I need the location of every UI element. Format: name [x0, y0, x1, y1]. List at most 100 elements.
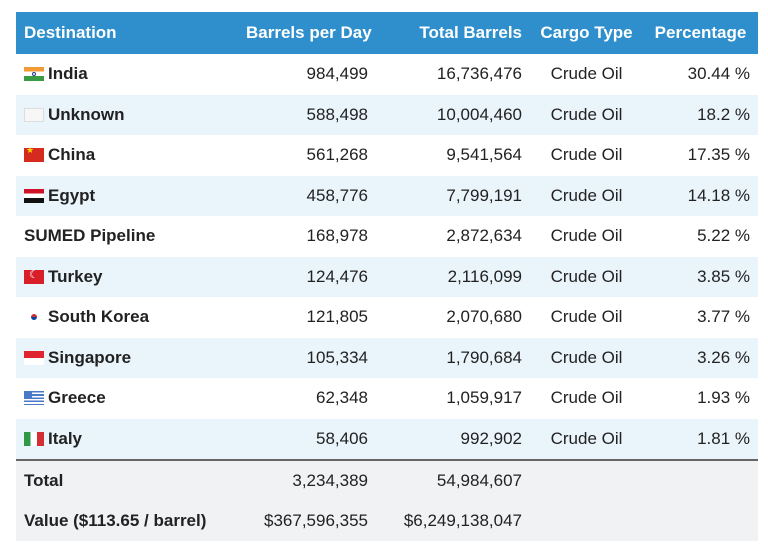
oil-destination-table: Destination Barrels per Day Total Barrel…	[16, 12, 758, 541]
oil-destination-table-container: Destination Barrels per Day Total Barrel…	[16, 12, 758, 541]
total-barrels-cell: 10,004,460	[376, 94, 530, 135]
percentage-cell: 30.44 %	[643, 54, 758, 95]
value-per-day: $367,596,355	[238, 501, 376, 541]
table-header: Destination Barrels per Day Total Barrel…	[16, 12, 758, 54]
turkey-flag-icon	[24, 269, 44, 284]
value-cargo-empty	[530, 501, 643, 541]
total-total-barrels: 54,984,607	[376, 459, 530, 501]
table-row: China 561,268 9,541,564 Crude Oil 17.35 …	[16, 135, 758, 176]
destination-cell: Egypt	[16, 175, 238, 216]
value-row: Value ($113.65 / barrel) $367,596,355 $6…	[16, 501, 758, 541]
destination-cell: Italy	[16, 418, 238, 460]
greece-flag-icon	[24, 391, 44, 406]
destination-cell: SUMED Pipeline	[16, 216, 238, 257]
south-korea-flag-icon	[24, 310, 44, 325]
table-footer: Total 3,234,389 54,984,607 Value ($113.6…	[16, 459, 758, 541]
destination-name: India	[48, 64, 88, 84]
unknown-flag-icon	[24, 107, 44, 122]
value-label: Value ($113.65 / barrel)	[16, 501, 238, 541]
percentage-cell: 14.18 %	[643, 175, 758, 216]
total-barrels-cell: 2,070,680	[376, 297, 530, 338]
total-barrels-cell: 992,902	[376, 418, 530, 460]
destination-cell: Greece	[16, 378, 238, 419]
total-percentage-empty	[643, 459, 758, 501]
barrels-per-day-cell: 62,348	[238, 378, 376, 419]
destination-name: China	[48, 145, 96, 165]
destination-cell: South Korea	[16, 297, 238, 338]
percentage-cell: 5.22 %	[643, 216, 758, 257]
value-total: $6,249,138,047	[376, 501, 530, 541]
india-flag-icon	[24, 67, 44, 82]
barrels-per-day-cell: 561,268	[238, 135, 376, 176]
destination-name: Greece	[48, 388, 106, 408]
destination-cell: India	[16, 54, 238, 95]
header-percentage[interactable]: Percentage	[643, 12, 758, 54]
header-total-barrels[interactable]: Total Barrels	[376, 12, 530, 54]
destination-name: Unknown	[48, 104, 125, 124]
italy-flag-icon	[24, 431, 44, 446]
table-row: Egypt 458,776 7,799,191 Crude Oil 14.18 …	[16, 175, 758, 216]
table-row: India 984,499 16,736,476 Crude Oil 30.44…	[16, 54, 758, 95]
destination-name: Italy	[48, 428, 83, 448]
destination-name: SUMED Pipeline	[24, 226, 156, 246]
table-row: Singapore 105,334 1,790,684 Crude Oil 3.…	[16, 337, 758, 378]
total-barrels-cell: 7,799,191	[376, 175, 530, 216]
percentage-cell: 17.35 %	[643, 135, 758, 176]
barrels-per-day-cell: 121,805	[238, 297, 376, 338]
egypt-flag-icon	[24, 188, 44, 203]
destination-cell: Singapore	[16, 337, 238, 378]
cargo-type-cell: Crude Oil	[530, 256, 643, 297]
cargo-type-cell: Crude Oil	[530, 378, 643, 419]
percentage-cell: 3.77 %	[643, 297, 758, 338]
barrels-per-day-cell: 105,334	[238, 337, 376, 378]
header-destination[interactable]: Destination	[16, 12, 238, 54]
total-barrels-cell: 1,059,917	[376, 378, 530, 419]
destination-cell: Turkey	[16, 256, 238, 297]
header-barrels-per-day[interactable]: Barrels per Day	[238, 12, 376, 54]
barrels-per-day-cell: 458,776	[238, 175, 376, 216]
barrels-per-day-cell: 58,406	[238, 418, 376, 460]
percentage-cell: 1.93 %	[643, 378, 758, 419]
table-row: South Korea 121,805 2,070,680 Crude Oil …	[16, 297, 758, 338]
cargo-type-cell: Crude Oil	[530, 54, 643, 95]
barrels-per-day-cell: 124,476	[238, 256, 376, 297]
percentage-cell: 3.85 %	[643, 256, 758, 297]
destination-name: Egypt	[48, 185, 96, 205]
total-barrels-cell: 9,541,564	[376, 135, 530, 176]
destination-name: South Korea	[48, 307, 150, 327]
percentage-cell: 3.26 %	[643, 337, 758, 378]
table-row: Unknown 588,498 10,004,460 Crude Oil 18.…	[16, 94, 758, 135]
header-row: Destination Barrels per Day Total Barrel…	[16, 12, 758, 54]
table-row: Italy 58,406 992,902 Crude Oil 1.81 %	[16, 418, 758, 460]
cargo-type-cell: Crude Oil	[530, 216, 643, 257]
destination-name: Singapore	[48, 347, 132, 367]
singapore-flag-icon	[24, 350, 44, 365]
barrels-per-day-cell: 984,499	[238, 54, 376, 95]
table-body: India 984,499 16,736,476 Crude Oil 30.44…	[16, 54, 758, 460]
total-cargo-empty	[530, 459, 643, 501]
cargo-type-cell: Crude Oil	[530, 337, 643, 378]
total-label: Total	[16, 459, 238, 501]
cargo-type-cell: Crude Oil	[530, 175, 643, 216]
value-percentage-empty	[643, 501, 758, 541]
barrels-per-day-cell: 588,498	[238, 94, 376, 135]
percentage-cell: 1.81 %	[643, 418, 758, 460]
header-cargo-type[interactable]: Cargo Type	[530, 12, 643, 54]
total-row: Total 3,234,389 54,984,607	[16, 459, 758, 501]
total-barrels-per-day: 3,234,389	[238, 459, 376, 501]
destination-name: Turkey	[48, 266, 103, 286]
table-row: SUMED Pipeline 168,978 2,872,634 Crude O…	[16, 216, 758, 257]
total-barrels-cell: 2,872,634	[376, 216, 530, 257]
barrels-per-day-cell: 168,978	[238, 216, 376, 257]
percentage-cell: 18.2 %	[643, 94, 758, 135]
cargo-type-cell: Crude Oil	[530, 418, 643, 460]
table-row: Greece 62,348 1,059,917 Crude Oil 1.93 %	[16, 378, 758, 419]
destination-cell: Unknown	[16, 94, 238, 135]
cargo-type-cell: Crude Oil	[530, 135, 643, 176]
china-flag-icon	[24, 148, 44, 163]
cargo-type-cell: Crude Oil	[530, 297, 643, 338]
total-barrels-cell: 16,736,476	[376, 54, 530, 95]
cargo-type-cell: Crude Oil	[530, 94, 643, 135]
total-barrels-cell: 2,116,099	[376, 256, 530, 297]
destination-cell: China	[16, 135, 238, 176]
